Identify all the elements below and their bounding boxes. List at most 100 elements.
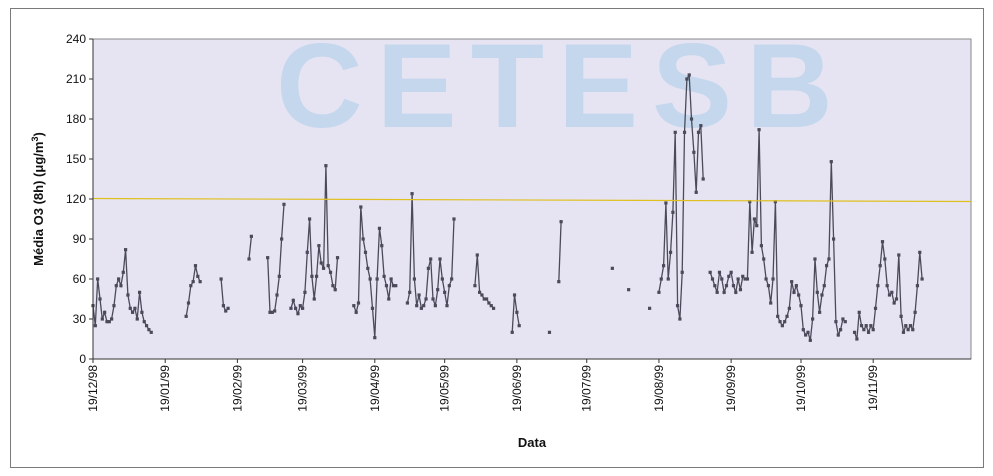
series-line-segment: [658, 72, 704, 320]
data-point: [771, 277, 775, 281]
data-point: [794, 284, 798, 288]
y-tick-label: 150: [66, 152, 86, 166]
data-point: [354, 310, 358, 314]
data-point: [426, 266, 430, 270]
data-point: [135, 317, 139, 321]
data-point: [307, 217, 312, 221]
data-point: [382, 274, 386, 278]
data-point: [696, 130, 701, 134]
y-tick-label: 240: [66, 32, 86, 46]
data-point: [363, 250, 368, 254]
data-point: [857, 310, 861, 314]
data-point: [317, 244, 321, 248]
data-point: [324, 164, 328, 168]
data-point: [412, 277, 416, 281]
data-point: [913, 310, 917, 314]
data-point: [103, 310, 107, 314]
data-point: [310, 274, 314, 278]
y-axis-title-unit: g/m: [31, 142, 46, 165]
data-point: [191, 280, 195, 284]
data-point: [547, 330, 552, 334]
data-point: [359, 205, 363, 209]
data-point: [484, 297, 489, 301]
data-point: [918, 250, 922, 254]
data-point: [280, 237, 284, 241]
data-point: [906, 328, 910, 332]
data-point: [678, 317, 682, 321]
data-point: [557, 280, 561, 284]
data-point: [820, 293, 824, 297]
x-tick-label: 19/03/99: [296, 365, 310, 412]
data-point: [750, 250, 754, 254]
data-point: [482, 297, 486, 301]
data-point: [759, 244, 763, 248]
data-point: [473, 284, 477, 288]
data-point: [699, 124, 703, 128]
data-point: [226, 306, 230, 310]
data-point: [661, 264, 666, 268]
data-point: [377, 226, 382, 230]
data-point: [885, 284, 889, 288]
data-point: [112, 304, 116, 308]
data-point: [748, 200, 752, 204]
data-point: [438, 257, 442, 261]
data-point: [762, 257, 766, 261]
data-point: [266, 256, 270, 260]
data-point: [370, 306, 375, 310]
data-point: [98, 297, 102, 301]
data-point: [193, 264, 198, 268]
data-point: [736, 277, 740, 281]
data-point: [689, 117, 694, 121]
data-point: [731, 284, 736, 288]
data-point: [838, 328, 843, 332]
data-point: [682, 130, 687, 134]
data-point: [790, 280, 794, 284]
data-point: [133, 306, 137, 310]
data-point: [692, 150, 696, 154]
data-point: [783, 320, 787, 324]
series-line-segment: [248, 236, 253, 260]
data-point: [701, 177, 705, 181]
data-point: [512, 293, 517, 297]
data-point: [685, 77, 689, 81]
data-point: [415, 304, 419, 308]
data-point: [366, 266, 370, 270]
data-point: [831, 237, 836, 241]
data-point: [852, 330, 857, 334]
data-point: [866, 330, 871, 334]
data-point: [282, 202, 286, 206]
data-point: [93, 324, 97, 328]
data-point: [727, 274, 731, 278]
data-point: [119, 284, 123, 288]
data-point: [443, 290, 447, 294]
data-point: [869, 324, 873, 328]
data-point: [124, 248, 128, 252]
data-point: [475, 253, 479, 257]
x-tick-label: 19/07/99: [580, 365, 594, 412]
data-point: [429, 257, 433, 261]
data-point: [862, 328, 866, 332]
data-point: [275, 293, 279, 297]
series-layer: [91, 72, 924, 342]
y-axis-title-mu: μ: [31, 165, 46, 173]
data-point: [510, 330, 514, 334]
data-point: [128, 306, 132, 310]
data-point: [268, 310, 272, 314]
data-point: [301, 306, 305, 310]
data-point: [757, 128, 761, 132]
chart-svg: CETESB 0 30 60 90 120 150 180 210 240 19/12/98 19/…: [30, 19, 972, 450]
data-point: [289, 306, 293, 310]
data-point: [806, 330, 810, 334]
data-point: [785, 314, 789, 318]
data-point: [487, 301, 491, 305]
x-tick-label: 19/10/99: [794, 365, 808, 412]
data-point: [314, 274, 319, 278]
data-point: [610, 266, 614, 270]
y-axis-title-close: ): [31, 132, 46, 136]
data-point: [899, 314, 903, 318]
data-point: [822, 284, 826, 288]
data-point: [773, 200, 777, 204]
reference-line: [92, 197, 972, 203]
data-point: [859, 324, 864, 328]
data-point: [829, 160, 833, 164]
